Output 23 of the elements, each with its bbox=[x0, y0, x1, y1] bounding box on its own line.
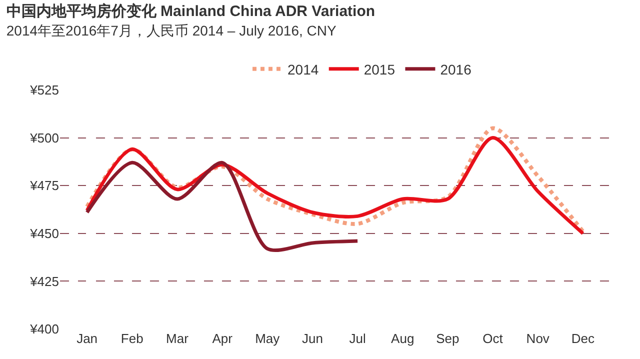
x-tick-label: Jan bbox=[76, 331, 98, 346]
x-tick-label: Jun bbox=[302, 331, 323, 346]
x-tick-label: Mar bbox=[166, 331, 190, 346]
y-tick-label: ¥425 bbox=[29, 274, 59, 289]
y-tick-label: ¥450 bbox=[29, 226, 59, 241]
y-tick-label: ¥475 bbox=[29, 178, 59, 194]
y-tick-label: ¥525 bbox=[29, 82, 59, 98]
legend-label: 2016 bbox=[440, 61, 472, 78]
chart-title: 中国内地平均房价变化 Mainland China ADR Variation bbox=[6, 2, 376, 20]
x-tick-label: May bbox=[255, 331, 280, 346]
x-tick-label: Nov bbox=[526, 331, 550, 346]
x-tick-label: Aug bbox=[391, 331, 414, 346]
y-tick-label: ¥400 bbox=[29, 322, 59, 337]
legend-label: 2015 bbox=[364, 61, 396, 78]
x-tick-label: Jul bbox=[349, 331, 366, 346]
x-tick-label: Apr bbox=[212, 331, 234, 346]
x-tick-label: Sep bbox=[436, 331, 460, 346]
x-tick-label: Oct bbox=[482, 331, 504, 346]
x-tick-label: Dec bbox=[571, 331, 596, 346]
chart-subtitle: 2014年至2016年7月，人民币 2014 – July 2016, CNY bbox=[6, 22, 338, 39]
legend-label: 2014 bbox=[288, 61, 319, 78]
x-tick-label: Feb bbox=[120, 331, 144, 346]
y-tick-label: ¥500 bbox=[29, 130, 59, 146]
